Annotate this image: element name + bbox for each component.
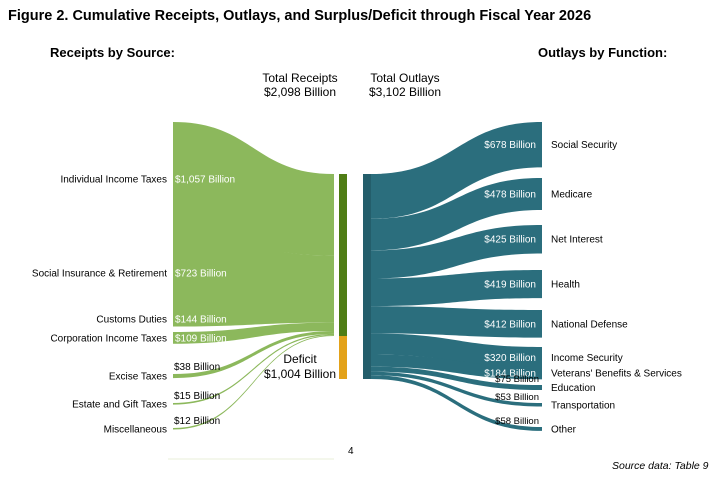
deficit-value: $1,004 Billion <box>263 367 337 381</box>
receipts-header: Receipts by Source: <box>50 45 175 60</box>
outlay-value-veterans-benefits-and-services: $184 Billion <box>484 369 536 380</box>
outlay-category-income-security: Income Security <box>551 353 623 364</box>
receipt-category-individual-income-taxes: Individual Income Taxes <box>60 175 167 186</box>
receipt-flow-excise-taxes <box>173 330 334 379</box>
outlay-value-income-security: $320 Billion <box>484 353 536 364</box>
total-receipts-label: Total Receipts <box>262 71 338 85</box>
receipt-value-social-insurance-and-retirement: $723 Billion <box>175 269 227 280</box>
total-receipts-value: $2,098 Billion <box>263 85 337 99</box>
receipt-value-customs-duties: $144 Billion <box>175 314 227 325</box>
deficit-node <box>339 336 347 379</box>
receipt-value-miscellaneous: $12 Billion <box>174 416 220 427</box>
outlay-flow-health <box>371 270 542 307</box>
total-outlays-value: $3,102 Billion <box>368 85 442 99</box>
outlay-value-medicare: $478 Billion <box>484 190 536 201</box>
total-outlays: Total Outlays $3,102 Billion <box>363 71 447 99</box>
outlay-flow-other <box>371 375 542 431</box>
receipt-flow-customs-duties <box>173 311 334 327</box>
receipt-category-social-insurance-and-retirement: Social Insurance & Retirement <box>32 269 167 280</box>
receipt-flow-miscellaneous <box>173 335 334 430</box>
outlay-category-other: Other <box>551 424 577 435</box>
receipt-category-customs-duties: Customs Duties <box>96 314 167 325</box>
outlay-flow-veterans-benefits-and-services <box>371 354 542 380</box>
receipt-flow-social-insurance-and-retirement <box>173 234 334 313</box>
outlay-flow-education <box>371 366 542 391</box>
receipt-value-corporation-income-taxes: $109 Billion <box>175 333 227 344</box>
outlay-flow-national-defense <box>371 306 542 338</box>
receipt-flow-estate-and-gift-taxes <box>173 333 334 405</box>
outlay-flow-transportation <box>371 371 542 407</box>
outlay-category-social-security: Social Security <box>551 140 617 151</box>
outlay-flow-income-security <box>371 333 542 369</box>
outlay-value-education: $75 Billion <box>495 374 539 385</box>
source-note: Source data: Table 9 <box>612 460 709 472</box>
outlay-category-education: Education <box>551 383 595 394</box>
outlay-flow-net-interest <box>371 225 542 279</box>
deficit-annotation: Deficit $1,004 Billion <box>262 352 338 382</box>
receipt-category-corporation-income-taxes: Corporation Income Taxes <box>50 333 167 344</box>
outlay-category-net-interest: Net Interest <box>551 235 603 246</box>
receipt-value-excise-taxes: $38 Billion <box>174 362 220 373</box>
total-receipts: Total Receipts $2,098 Billion <box>258 71 342 99</box>
outlay-category-national-defense: National Defense <box>551 319 628 330</box>
page-number: 4 <box>348 446 354 457</box>
total-outlays-label: Total Outlays <box>370 71 440 85</box>
total-outlays-node <box>363 174 371 379</box>
outlay-value-other: $58 Billion <box>495 416 539 427</box>
outlay-category-transportation: Transportation <box>551 400 615 411</box>
outlay-category-veterans-benefits-and-services: Veterans' Benefits & Services <box>551 369 682 380</box>
outlay-value-transportation: $53 Billion <box>495 392 539 403</box>
receipt-flow-corporation-income-taxes <box>173 322 334 344</box>
receipt-value-estate-and-gift-taxes: $15 Billion <box>174 391 220 402</box>
total-receipts-node <box>339 174 347 336</box>
receipt-category-estate-and-gift-taxes: Estate and Gift Taxes <box>72 399 167 410</box>
receipt-category-excise-taxes: Excise Taxes <box>109 372 167 383</box>
outlay-flow-social-security <box>371 122 542 219</box>
figure-title: Figure 2. Cumulative Receipts, Outlays, … <box>8 8 592 24</box>
receipt-category-miscellaneous: Miscellaneous <box>104 424 167 435</box>
outlay-value-national-defense: $412 Billion <box>484 319 536 330</box>
outlay-flow-medicare <box>371 178 542 251</box>
receipt-value-individual-income-taxes: $1,057 Billion <box>175 175 235 186</box>
receipt-flow-individual-income-taxes <box>173 122 334 256</box>
deficit-label: Deficit <box>283 352 317 366</box>
outlay-category-medicare: Medicare <box>551 190 593 201</box>
outlay-value-net-interest: $425 Billion <box>484 235 536 246</box>
outlay-value-health: $419 Billion <box>484 280 536 291</box>
outlays-header: Outlays by Function: <box>538 45 668 60</box>
outlay-category-health: Health <box>551 280 580 291</box>
outlay-value-social-security: $678 Billion <box>484 140 536 151</box>
